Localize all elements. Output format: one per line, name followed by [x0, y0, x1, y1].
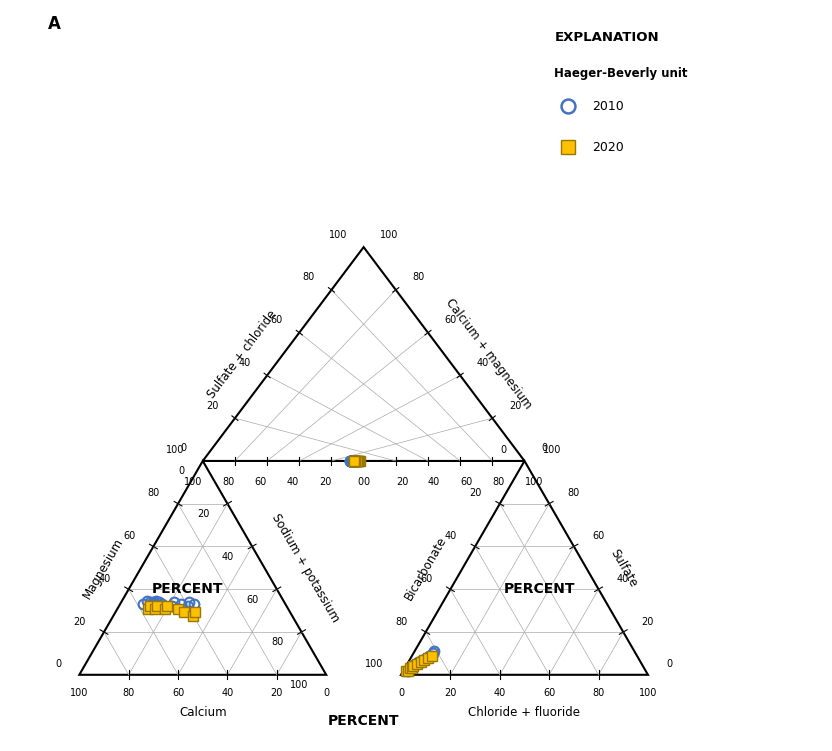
- Text: 20: 20: [641, 617, 654, 626]
- Text: Bicarbonate: Bicarbonate: [402, 534, 448, 602]
- Text: 100: 100: [166, 445, 185, 455]
- Text: 80: 80: [592, 688, 605, 698]
- Text: 80: 80: [493, 477, 504, 487]
- Text: 20: 20: [509, 400, 522, 411]
- Text: 40: 40: [287, 477, 300, 487]
- Text: 80: 80: [303, 273, 314, 282]
- Text: 20: 20: [469, 488, 482, 498]
- Text: 20: 20: [73, 617, 86, 626]
- Text: 60: 60: [270, 315, 283, 325]
- Text: Haeger-Beverly unit: Haeger-Beverly unit: [554, 68, 688, 80]
- Text: 40: 40: [428, 477, 440, 487]
- Text: 40: 40: [617, 574, 629, 584]
- Text: 0: 0: [398, 688, 404, 698]
- Text: 2020: 2020: [592, 140, 623, 154]
- Text: PERCENT: PERCENT: [503, 581, 575, 596]
- Text: Magnesium: Magnesium: [81, 535, 126, 601]
- Text: 0: 0: [364, 477, 369, 487]
- Text: 0: 0: [179, 466, 185, 476]
- Text: 40: 40: [221, 688, 234, 698]
- Text: 20: 20: [396, 477, 409, 487]
- Text: A: A: [48, 15, 61, 33]
- Text: 60: 60: [460, 477, 473, 487]
- Text: 60: 60: [420, 574, 433, 584]
- Text: 100: 100: [329, 230, 347, 240]
- Text: 0: 0: [323, 688, 329, 698]
- Text: Calcium + magnesium: Calcium + magnesium: [443, 297, 535, 412]
- Text: 80: 80: [147, 488, 160, 498]
- Text: 60: 60: [543, 688, 555, 698]
- Text: 0: 0: [500, 445, 507, 455]
- Text: Chloride + fluoride: Chloride + fluoride: [468, 706, 581, 719]
- Text: Sodium + potassium: Sodium + potassium: [270, 511, 342, 624]
- Text: 80: 80: [122, 688, 135, 698]
- Text: 2010: 2010: [592, 100, 623, 113]
- Text: 80: 80: [567, 488, 580, 498]
- Text: 0: 0: [542, 443, 547, 454]
- Text: 40: 40: [445, 531, 457, 541]
- Text: 0: 0: [358, 477, 364, 487]
- Text: Sulfate: Sulfate: [607, 547, 640, 589]
- Text: 100: 100: [542, 445, 561, 455]
- Text: 100: 100: [185, 477, 203, 487]
- Text: 60: 60: [592, 531, 604, 541]
- Text: 40: 40: [477, 357, 489, 368]
- Text: 0: 0: [55, 659, 62, 669]
- Text: 40: 40: [238, 357, 250, 368]
- Text: 80: 80: [271, 638, 284, 647]
- Text: 40: 40: [98, 574, 111, 584]
- Text: PERCENT: PERCENT: [152, 581, 224, 596]
- Text: 100: 100: [70, 688, 88, 698]
- Text: EXPLANATION: EXPLANATION: [554, 32, 659, 44]
- Text: 60: 60: [246, 595, 259, 605]
- Text: 0: 0: [666, 659, 672, 669]
- Text: 60: 60: [123, 531, 136, 541]
- Text: 40: 40: [222, 552, 234, 562]
- Text: 100: 100: [364, 659, 383, 669]
- Text: 80: 80: [395, 617, 408, 626]
- Text: 60: 60: [172, 688, 184, 698]
- Text: 20: 20: [319, 477, 331, 487]
- Text: 100: 100: [524, 477, 542, 487]
- Text: PERCENT: PERCENT: [328, 714, 399, 728]
- Text: 80: 80: [223, 477, 235, 487]
- Text: 100: 100: [639, 688, 657, 698]
- Text: Sulfate + chloride: Sulfate + chloride: [205, 308, 280, 400]
- Text: 100: 100: [380, 230, 399, 240]
- Text: 60: 60: [255, 477, 267, 487]
- Text: 0: 0: [180, 443, 186, 454]
- Text: 80: 80: [413, 273, 425, 282]
- Text: 20: 20: [270, 688, 283, 698]
- Text: 60: 60: [445, 315, 457, 325]
- Text: 40: 40: [493, 688, 506, 698]
- Text: 100: 100: [290, 680, 308, 690]
- Text: 20: 20: [444, 688, 457, 698]
- Text: Calcium: Calcium: [179, 706, 226, 719]
- Text: 20: 20: [206, 400, 218, 411]
- Text: 20: 20: [197, 509, 210, 519]
